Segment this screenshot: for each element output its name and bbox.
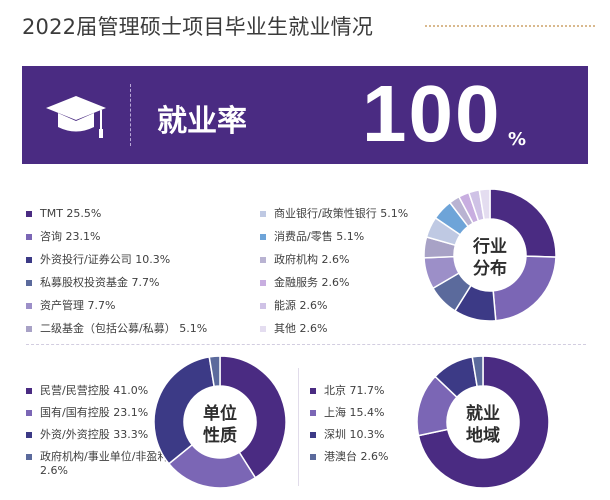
employment-rate-label: 就业率 — [157, 104, 247, 139]
legend-swatch — [26, 280, 32, 286]
legend-label: 国有/国有控股 23.1% — [40, 406, 149, 419]
employment-rate-banner: 就业率 100 % — [22, 66, 588, 164]
legend-swatch — [260, 234, 266, 240]
legend-swatch — [26, 234, 32, 240]
legend-label: 咨询 23.1% — [40, 230, 101, 243]
donut-slice — [208, 355, 221, 388]
legend-item: 深圳 10.3% — [310, 428, 388, 450]
legend-item: 港澳台 2.6% — [310, 450, 388, 472]
legend-label: 私募股权投资基金 7.7% — [40, 276, 160, 289]
legend-label: 政府机构/事业单位/非盈利组织 2.6% — [40, 450, 191, 477]
legend-swatch — [310, 432, 316, 438]
region-legend: 北京 71.7% 上海 15.4% 深圳 10.3% 港澳台 2.6% — [310, 384, 388, 472]
donut-hole — [185, 387, 255, 457]
donut-slice — [153, 356, 216, 465]
donut-slice — [478, 188, 491, 221]
legend-swatch — [26, 326, 32, 332]
legend-label: 港澳台 2.6% — [324, 450, 389, 463]
legend-item: 咨询 23.1% — [26, 230, 207, 253]
page-title: 2022届管理硕士项目毕业生就业情况 — [22, 15, 374, 39]
legend-item: 商业银行/政策性银行 5.1% — [260, 207, 408, 230]
title-divider — [425, 25, 595, 27]
legend-label: 消费品/零售 5.1% — [274, 230, 365, 243]
legend-item: 外资投行/证券公司 10.3% — [26, 253, 207, 276]
legend-swatch — [26, 388, 32, 394]
legend-label: 北京 71.7% — [324, 384, 385, 397]
industry-legend-right: 商业银行/政策性银行 5.1% 消费品/零售 5.1% 政府机构 2.6% 金融… — [260, 207, 408, 345]
legend-label: 上海 15.4% — [324, 406, 385, 419]
legend-swatch — [26, 303, 32, 309]
graduation-cap-icon — [44, 94, 108, 142]
legend-label: 其他 2.6% — [274, 322, 328, 335]
legend-swatch — [310, 410, 316, 416]
legend-swatch — [260, 257, 266, 263]
legend-swatch — [26, 432, 32, 438]
donut-slice — [417, 355, 550, 489]
donut-slice — [219, 355, 287, 479]
legend-label: 民营/民营控股 41.0% — [40, 384, 149, 397]
legend-label: 金融服务 2.6% — [274, 276, 350, 289]
legend-item: 政府机构/事业单位/非盈利组织 2.6% — [26, 450, 205, 477]
legend-swatch — [260, 211, 266, 217]
section-divider-vertical — [298, 368, 299, 486]
legend-swatch — [310, 454, 316, 460]
legend-item: 金融服务 2.6% — [260, 276, 408, 299]
legend-swatch — [26, 211, 32, 217]
donut-center-label: 地域 — [466, 425, 500, 446]
legend-label: 能源 2.6% — [274, 299, 328, 312]
legend-item: 上海 15.4% — [310, 406, 388, 428]
legend-swatch — [26, 410, 32, 416]
donut-center-label: 分布 — [473, 258, 507, 279]
legend-label: 资产管理 7.7% — [40, 299, 116, 312]
donut-hole — [455, 220, 525, 290]
legend-item: 私募股权投资基金 7.7% — [26, 276, 207, 299]
donut-center-label: 性质 — [203, 425, 237, 446]
legend-swatch — [26, 454, 32, 460]
legend-item: 外资/外资控股 33.3% — [26, 428, 205, 450]
legend-item: 民营/民营控股 41.0% — [26, 384, 205, 406]
donut-center-label: 单位 — [203, 403, 237, 424]
legend-label: 外资/外资控股 33.3% — [40, 428, 149, 441]
legend-label: TMT 25.5% — [40, 207, 102, 220]
donut-center-label: 就业 — [466, 403, 500, 424]
legend-label: 深圳 10.3% — [324, 428, 385, 441]
legend-label: 政府机构 2.6% — [274, 253, 350, 266]
donut-hole — [448, 387, 518, 457]
donut-center-label: 行业 — [472, 236, 507, 257]
employment-rate-unit: % — [508, 129, 527, 150]
legend-item: 政府机构 2.6% — [260, 253, 408, 276]
legend-swatch — [260, 280, 266, 286]
ownership-legend: 民营/民营控股 41.0% 国有/国有控股 23.1% 外资/外资控股 33.3… — [26, 384, 205, 477]
legend-item: 二级基金（包括公募/私募） 5.1% — [26, 322, 207, 345]
legend-item: 国有/国有控股 23.1% — [26, 406, 205, 428]
legend-swatch — [260, 303, 266, 309]
industry-legend-left: TMT 25.5% 咨询 23.1% 外资投行/证券公司 10.3% 私募股权投… — [26, 207, 207, 345]
legend-label: 商业银行/政策性银行 5.1% — [274, 207, 409, 220]
banner-divider — [130, 84, 131, 146]
legend-swatch — [260, 326, 266, 332]
legend-item: 北京 71.7% — [310, 384, 388, 406]
legend-item: 资产管理 7.7% — [26, 299, 207, 322]
legend-swatch — [26, 257, 32, 263]
employment-rate-value: 100 — [362, 69, 502, 158]
legend-item: 能源 2.6% — [260, 299, 408, 322]
legend-item: TMT 25.5% — [26, 207, 207, 230]
legend-item: 其他 2.6% — [260, 322, 408, 345]
section-divider — [26, 344, 586, 345]
donut-slice — [471, 355, 484, 388]
legend-label: 外资投行/证券公司 10.3% — [40, 253, 171, 266]
legend-label: 二级基金（包括公募/私募） 5.1% — [40, 322, 208, 335]
legend-item: 消费品/零售 5.1% — [260, 230, 408, 253]
legend-swatch — [310, 388, 316, 394]
